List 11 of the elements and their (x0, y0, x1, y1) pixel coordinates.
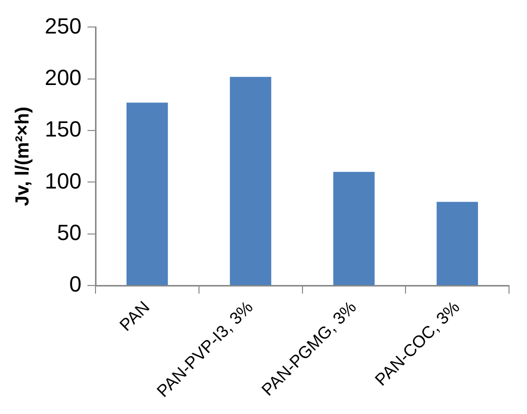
y-tick-label: 250 (44, 13, 82, 38)
bar (436, 202, 478, 286)
y-tick-label: 150 (44, 116, 82, 142)
y-tick-label: 0 (69, 272, 82, 297)
y-tick-label: 50 (57, 220, 82, 245)
bar (333, 172, 375, 286)
y-tick-label: 200 (44, 64, 82, 90)
bar (230, 76, 272, 286)
y-tick-label: 100 (44, 168, 82, 194)
bar (126, 102, 168, 286)
y-axis-title: Jv, l/(m²×h) (12, 106, 34, 206)
